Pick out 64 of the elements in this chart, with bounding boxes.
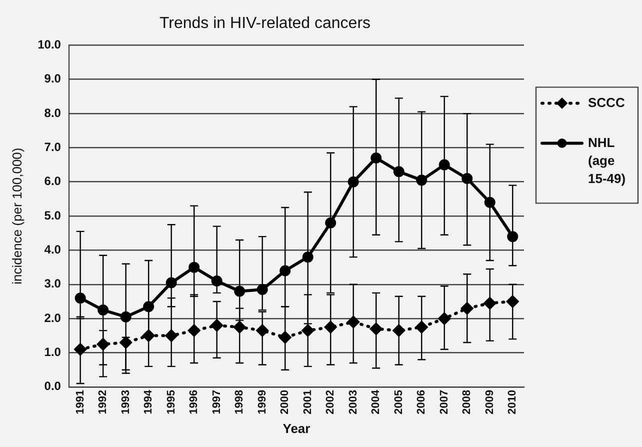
x-tick-label: 2003 [347,390,360,414]
x-tick-label: 1997 [210,390,223,414]
y-tick-label: 6.0 [44,174,62,188]
x-tick-label: 2009 [484,390,496,414]
point [438,312,450,325]
y-tick-label: 5.0 [44,208,62,222]
point [348,176,359,188]
y-tick-label: 0.0 [44,379,62,394]
point [416,174,428,186]
point [484,297,496,310]
x-tick-label: 1996 [188,390,200,414]
x-tick-label: 2004 [370,389,382,414]
y-tick-label: 3.0 [44,276,62,291]
x-tick-label: 2000 [279,390,292,414]
x-tick-label: 1994 [142,389,155,414]
point [461,302,474,314]
point [438,159,450,170]
x-tick-label: 2001 [302,390,314,414]
point [484,196,496,208]
x-tick-label: 1993 [120,390,132,414]
y-tick-label: 2.0 [44,310,62,325]
x-tick-label: 2006 [416,390,428,414]
x-tick-label: 2005 [392,390,405,414]
x-tick-label: 1995 [165,390,178,414]
x-tick-label: 2007 [438,390,450,414]
x-tick-label: 1998 [234,390,246,414]
point [98,304,109,316]
y-axis-title: incidence (per 100,000) [9,148,24,284]
point [188,262,200,273]
x-tick-label: 1992 [97,390,110,414]
point [370,322,382,335]
y-tick-label: 8.0 [44,106,62,120]
y-tick-label: 10.0 [38,38,62,52]
point [279,331,292,344]
point [324,321,337,334]
x-tick-label: 1991 [74,390,86,414]
point [392,324,405,337]
chart-title: Trends in HIV-related cancers [159,15,371,32]
point [370,152,382,164]
x-tick-label: 1999 [256,390,268,414]
point [506,295,519,308]
y-tick-label: 9.0 [44,72,62,86]
point [188,324,200,337]
point [302,252,314,263]
point [97,338,110,350]
x-tick-label: 2002 [324,390,337,414]
point [393,166,404,178]
point [507,231,518,242]
point [234,286,246,297]
point [347,316,360,328]
y-tick-label: 1.0 [44,345,62,360]
point [234,321,246,334]
legend-label: SCCC [588,94,626,110]
point [302,324,314,337]
x-axis-title: Year [282,420,310,436]
point [280,265,291,276]
point [416,321,428,334]
y-tick-label: 4.0 [44,242,62,257]
point [462,172,473,184]
legend-label: NHL (age 15-49) [588,134,626,186]
x-tick-label: 2010 [506,390,519,414]
y-tick-label: 7.0 [44,140,62,154]
point [325,217,336,228]
x-tick-label: 2008 [461,390,474,414]
